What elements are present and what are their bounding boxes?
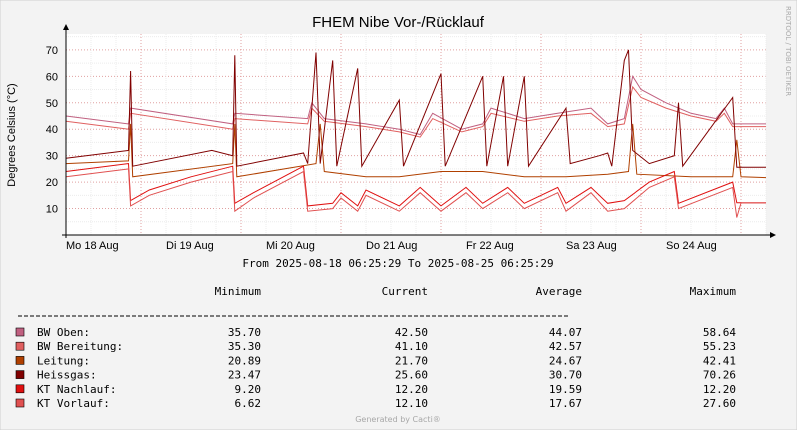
legend-value: 24.67 [549,354,582,367]
axes [62,24,776,238]
legend-label: Leitung: [37,354,90,367]
legend-value: 19.59 [549,383,582,396]
x-tick-label: Mi 20 Aug [266,240,315,252]
legend-value: 12.20 [395,383,428,396]
y-tick-label: 70 [46,45,58,57]
series-line [65,49,766,168]
legend-value: 55.23 [703,340,736,353]
legend-value: 42.41 [703,354,736,367]
legend-value: 35.30 [228,340,261,353]
x-axis-arrow [770,232,776,238]
series-line [65,123,767,179]
y-tick-labels: 10 20 30 40 50 60 70 [46,45,58,216]
legend-swatch [15,384,25,394]
series-line [65,168,766,218]
legend-row: Heissgas: 23.47 25.60 30.70 70.26 [15,369,736,382]
legend-row: Leitung: 20.89 21.70 24.67 42.41 [15,354,736,367]
y-tick-label: 50 [46,98,58,110]
legend-value: 41.10 [395,340,428,353]
legend-value: 17.67 [549,397,582,410]
y-axis-label: Degrees Celsius (°C) [6,83,18,186]
y-tick-label: 60 [46,71,58,83]
legend-value: 44.07 [549,326,582,339]
stats-header: Maximum [690,285,737,298]
x-tick-label: Fr 22 Aug [466,240,514,252]
legend-value: 58.64 [703,326,736,339]
x-tick-label: Do 21 Aug [366,240,417,252]
legend-value: 35.70 [228,326,261,339]
y-tick-label: 40 [46,124,58,136]
chart-title: FHEM Nibe Vor-/Rücklauf [312,14,485,31]
stats-header: Average [536,285,582,298]
grid [65,34,767,235]
footer-credit: Generated by Cacti® [355,415,441,424]
legend-row: KT Vorlauf: 6.62 12.10 17.67 27.60 [15,397,736,410]
time-range-text: From 2025-08-18 06:25:29 To 2025-08-25 0… [242,257,553,270]
legend-row: BW Oben: 35.70 42.50 44.07 58.64 [15,326,736,339]
legend-value: 21.70 [395,354,428,367]
stats-header: Current [382,285,428,298]
legend-value: 27.60 [703,397,736,410]
y-tick-label: 20 [46,177,58,189]
legend-swatch [15,370,25,379]
legend-value: 42.50 [395,326,428,339]
legend-value: 6.62 [235,397,262,410]
series-line [65,85,766,138]
x-tick-label: Mo 18 Aug [66,240,119,252]
legend-label: Heissgas: [37,369,97,382]
legend-value: 12.20 [703,383,736,396]
legend-value: 9.20 [235,383,262,396]
y-tick-label: 30 [46,151,58,163]
legend-value: 42.57 [549,340,582,353]
stats-header: Minimum [215,285,262,298]
legend-value: 23.47 [228,369,261,382]
x-tick-label: Di 19 Aug [166,240,214,252]
legend-swatch [15,398,25,408]
legend-swatch [15,356,25,365]
legend-row: BW Bereitung: 35.30 41.10 42.57 55.23 [15,340,736,353]
x-tick-labels: Mo 18 Aug Di 19 Aug Mi 20 Aug Do 21 Aug Fr 2… [66,240,717,252]
legend-label: BW Bereitung: [37,340,123,353]
y-axis-arrow [63,24,69,30]
legend-value: 30.70 [549,369,582,382]
stats-headers: Minimum Current Average Maximum [215,285,737,298]
legend-label: BW Oben: [37,326,90,339]
series-lines [65,49,767,218]
side-watermark: RRDTOOL / TOBI OETIKER [784,6,792,96]
legend-label: KT Vorlauf: [37,397,110,410]
legend-swatch [15,341,25,351]
legend-value: 12.10 [395,397,428,410]
legend-row: KT Nachlauf: 9.20 12.20 19.59 12.20 [15,383,736,396]
y-tick-label: 10 [46,204,58,216]
legend-value: 20.89 [228,354,261,367]
x-tick-label: So 24 Aug [666,240,717,252]
legend-value: 25.60 [395,369,428,382]
legend-label: KT Nachlauf: [37,383,116,396]
legend-swatch [15,327,25,337]
x-tick-label: Sa 23 Aug [566,240,617,252]
legend-value: 70.26 [703,369,736,382]
